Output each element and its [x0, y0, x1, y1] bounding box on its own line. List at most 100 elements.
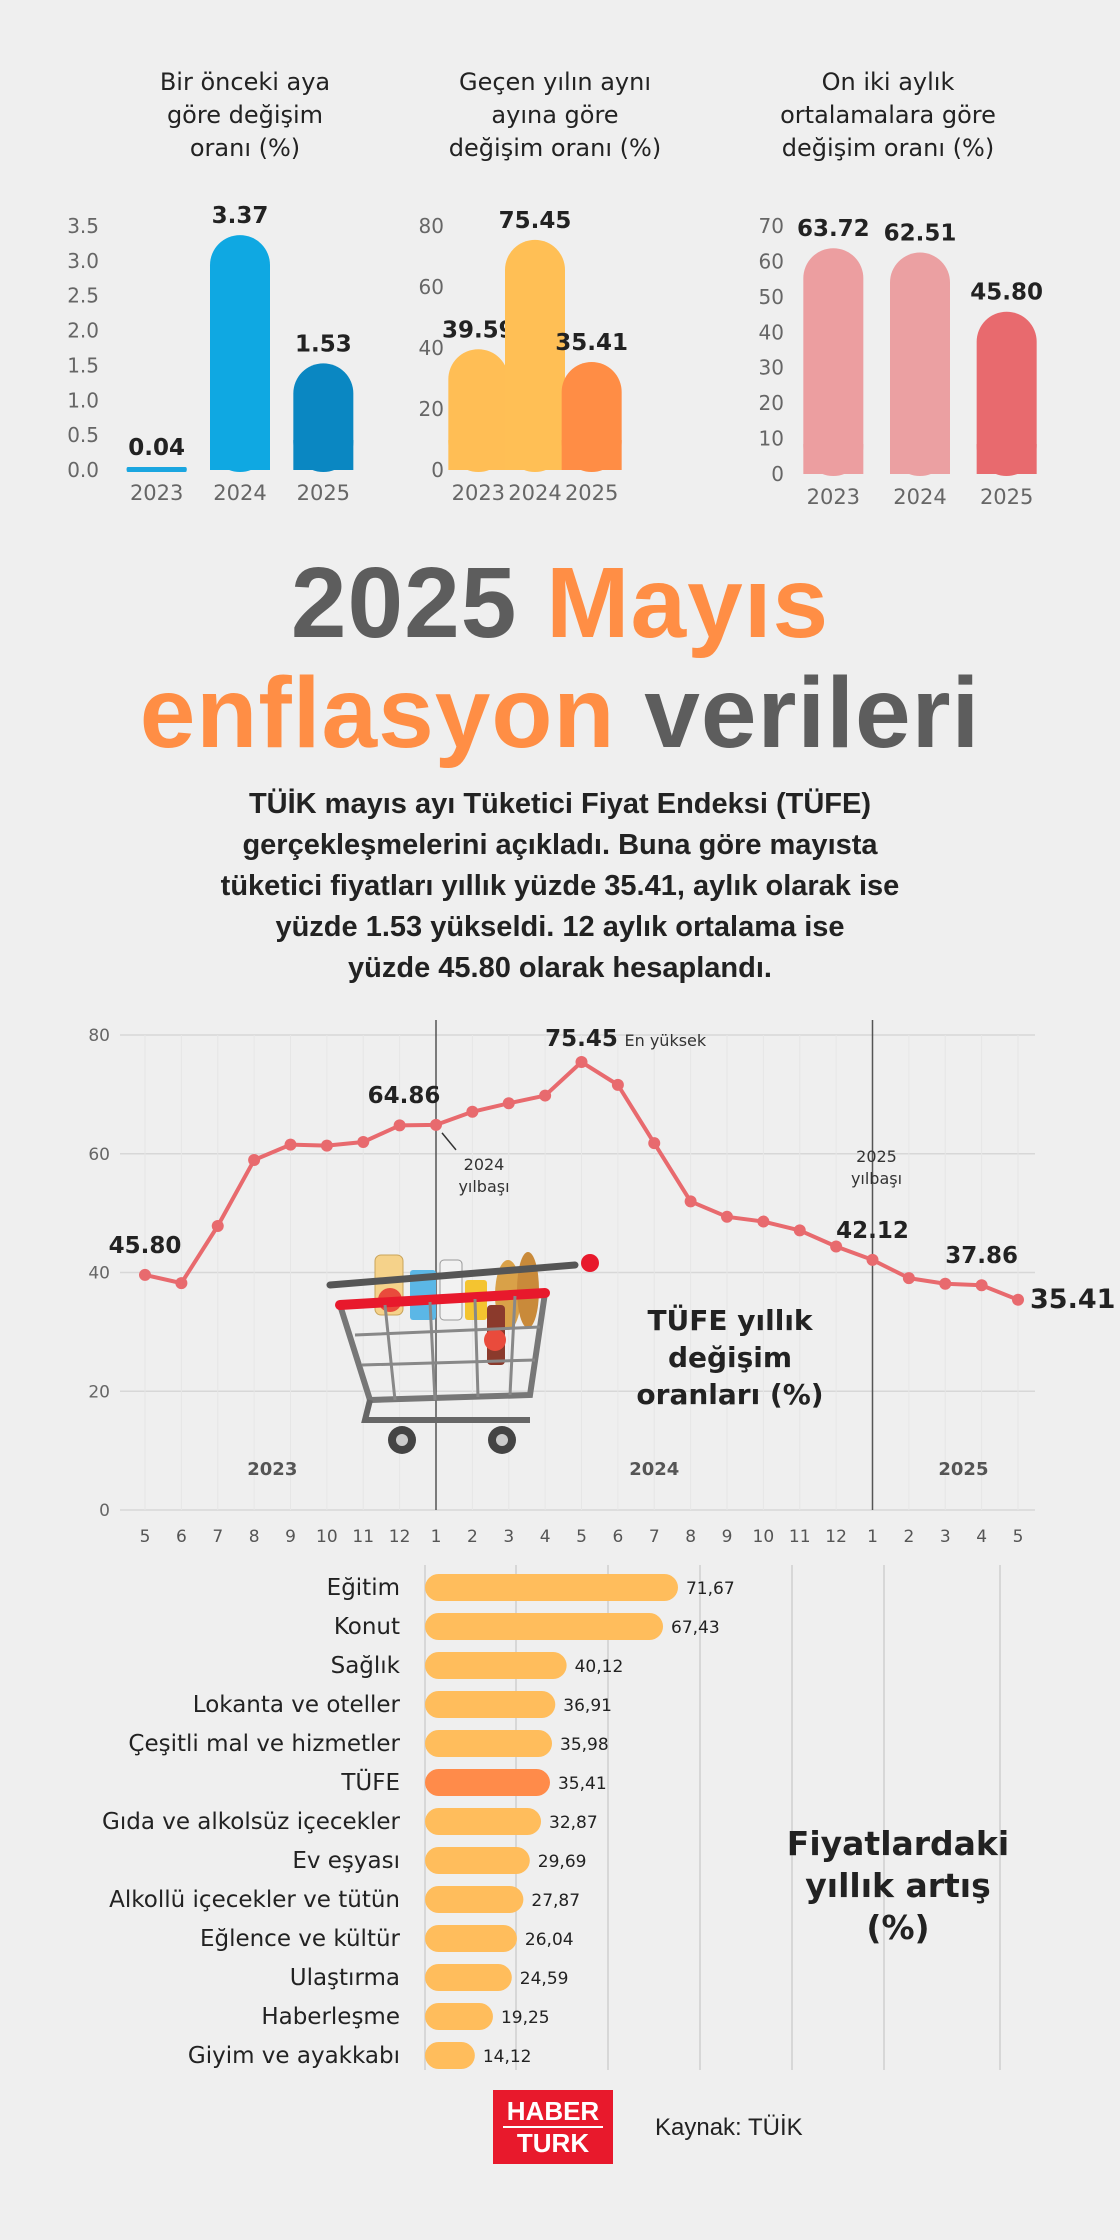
intro-line: yüzde 1.53 yükseldi. 12 aylık ortalama i…: [275, 911, 845, 943]
category-label: TÜFE: [340, 1768, 400, 1796]
bar-value-label: 19,25: [501, 2008, 550, 2028]
data-point: [866, 1253, 879, 1266]
x-tick-label: 2023: [130, 481, 183, 505]
horizontal-chart-title: Fiyatlardaki: [787, 1824, 1009, 1863]
y-tick-label: 0.5: [67, 423, 99, 447]
data-label: 35.41: [1030, 1284, 1115, 1315]
bar-value-label: 1.53: [295, 331, 352, 357]
x-tick-label: 2023: [452, 481, 505, 505]
year-label: 2023: [247, 1459, 297, 1480]
category-label: Giyim ve ayakkabı: [188, 2043, 400, 2069]
bar-value-label: 62.51: [884, 221, 957, 247]
data-label: 42.12: [836, 1218, 909, 1244]
horizontal-bar-chart: Eğitim 71,67 Konut 67,43 Sağlık 40,12 Lokanta …: [102, 1565, 1009, 2070]
data-label: 45.80: [109, 1233, 182, 1259]
x-tick-label: 1: [867, 1527, 878, 1547]
intro-line: tüketici fiyatları yıllık yüzde 35.41, a…: [220, 870, 900, 902]
bar-value-label: 63.72: [797, 216, 870, 242]
x-tick-label: 9: [722, 1527, 733, 1547]
year-start-annotation: 2025: [856, 1147, 897, 1166]
horizontal-bar-content: Eğitim 71,67 Konut 67,43 Sağlık 40,12 Lokanta …: [102, 1565, 1009, 2070]
data-point: [211, 1220, 224, 1233]
chart3-title-line: ortalamalara göre: [780, 101, 996, 129]
x-tick-label: 8: [249, 1527, 260, 1547]
chart1-title: Bir önceki aya göre değişim oranı (%): [95, 66, 395, 165]
intro-line: TÜİK mayıs ayı Tüketici Fiyat Endeksi (T…: [248, 788, 872, 820]
y-tick-label: 20: [88, 1382, 110, 1402]
bar: [425, 1652, 567, 1679]
data-point: [1012, 1293, 1024, 1306]
bar-value-label: 26,04: [525, 1930, 574, 1950]
x-tick-label: 5: [140, 1527, 151, 1547]
chart1-title-line: Bir önceki aya: [159, 68, 331, 96]
x-tick-label: 12: [825, 1527, 847, 1547]
bar-value-label: 35,41: [558, 1774, 607, 1794]
bar-chart-annual: 0 20 40 60 80 39.59 2023 75.45 2024 35.41 2025: [419, 208, 629, 505]
category-label: Sağlık: [331, 1653, 401, 1679]
data-point: [611, 1078, 624, 1091]
bar-base: [505, 440, 565, 470]
bar-value-label: 71,67: [686, 1579, 735, 1599]
data-point: [575, 1056, 588, 1069]
logo-line2: TURK: [516, 2128, 590, 2158]
headline-line1: 2025 Mayıs: [0, 548, 1120, 658]
bar: [425, 1886, 524, 1913]
x-tick-label: 2024: [213, 481, 266, 505]
x-tick-label: 2023: [807, 485, 860, 509]
x-tick-label: 2: [903, 1527, 914, 1547]
x-tick-label: 2025: [565, 481, 618, 505]
bar: [425, 1925, 517, 1952]
year-start-annotation: yılbaşı: [458, 1177, 509, 1196]
data-label: 75.45: [545, 1026, 618, 1052]
bar-value-label: 24,59: [520, 1969, 569, 1989]
intro-line: yüzde 45.80 olarak hesaplandı.: [348, 952, 772, 984]
x-tick-label: 2025: [980, 485, 1033, 509]
chart2-title-line: değişim oranı (%): [448, 134, 662, 162]
shopping-cart-icon: [326, 1252, 599, 1454]
x-tick-label: 8: [685, 1527, 696, 1547]
x-tick-label: 6: [612, 1527, 623, 1547]
data-point: [975, 1279, 988, 1292]
category-label: Ulaştırma: [290, 1965, 400, 1991]
bar-base: [448, 440, 509, 470]
bar-value-label: 14,12: [483, 2047, 532, 2067]
x-tick-label: 3: [503, 1527, 514, 1547]
bar-base: [126, 468, 187, 470]
x-tick-label: 2025: [297, 481, 350, 505]
bar-base: [890, 444, 950, 474]
bar: [425, 1574, 678, 1601]
chart1-title-line: göre değişim: [166, 101, 324, 129]
bar-value-label: 29,69: [538, 1852, 587, 1872]
intro-line: gerçekleşmelerini açıkladı. Buna göre ma…: [242, 829, 878, 861]
bar: [425, 1691, 556, 1718]
source-label: Kaynak: TÜİK: [655, 2114, 803, 2141]
intro-paragraph: TÜİK mayıs ayı Tüketici Fiyat Endeksi (T…: [140, 784, 980, 989]
bar-value-label: 3.37: [212, 203, 269, 229]
x-tick-label: 5: [1013, 1527, 1024, 1547]
headline-word-inflation: enflasyon: [139, 657, 616, 769]
bar: [425, 1613, 664, 1640]
chart1-title-line: oranı (%): [189, 134, 301, 162]
horizontal-chart-title: (%): [866, 1908, 929, 1947]
category-label: Çeşitli mal ve hizmetler: [128, 1731, 400, 1757]
x-tick-label: 11: [789, 1527, 811, 1547]
data-label: 37.86: [945, 1243, 1018, 1269]
data-point: [539, 1089, 552, 1102]
y-tick-label: 0: [99, 1501, 110, 1521]
data-point: [175, 1277, 188, 1290]
data-point: [793, 1224, 806, 1237]
bar-chart-12month-avg: 0 10 20 30 40 50 60 70 63.72 2023 62.51 2024 45.80 20…: [759, 214, 1044, 509]
chart3-title-line: On iki aylık: [821, 68, 955, 96]
x-tick-label: 1: [431, 1527, 442, 1547]
y-tick-label: 30: [759, 356, 784, 380]
bar: [425, 1964, 512, 1991]
bar-base: [803, 444, 864, 474]
bar-value-label: 35,98: [560, 1735, 609, 1755]
bar-chart-monthly: 0.0 0.5 1.0 1.5 2.0 2.5 3.0 3.5 0.04 2023 3.37 2024…: [67, 203, 354, 505]
y-tick-label: 60: [759, 249, 784, 273]
y-tick-label: 3.5: [67, 214, 99, 238]
bar: [425, 1769, 550, 1796]
data-label: 64.86: [368, 1083, 441, 1109]
